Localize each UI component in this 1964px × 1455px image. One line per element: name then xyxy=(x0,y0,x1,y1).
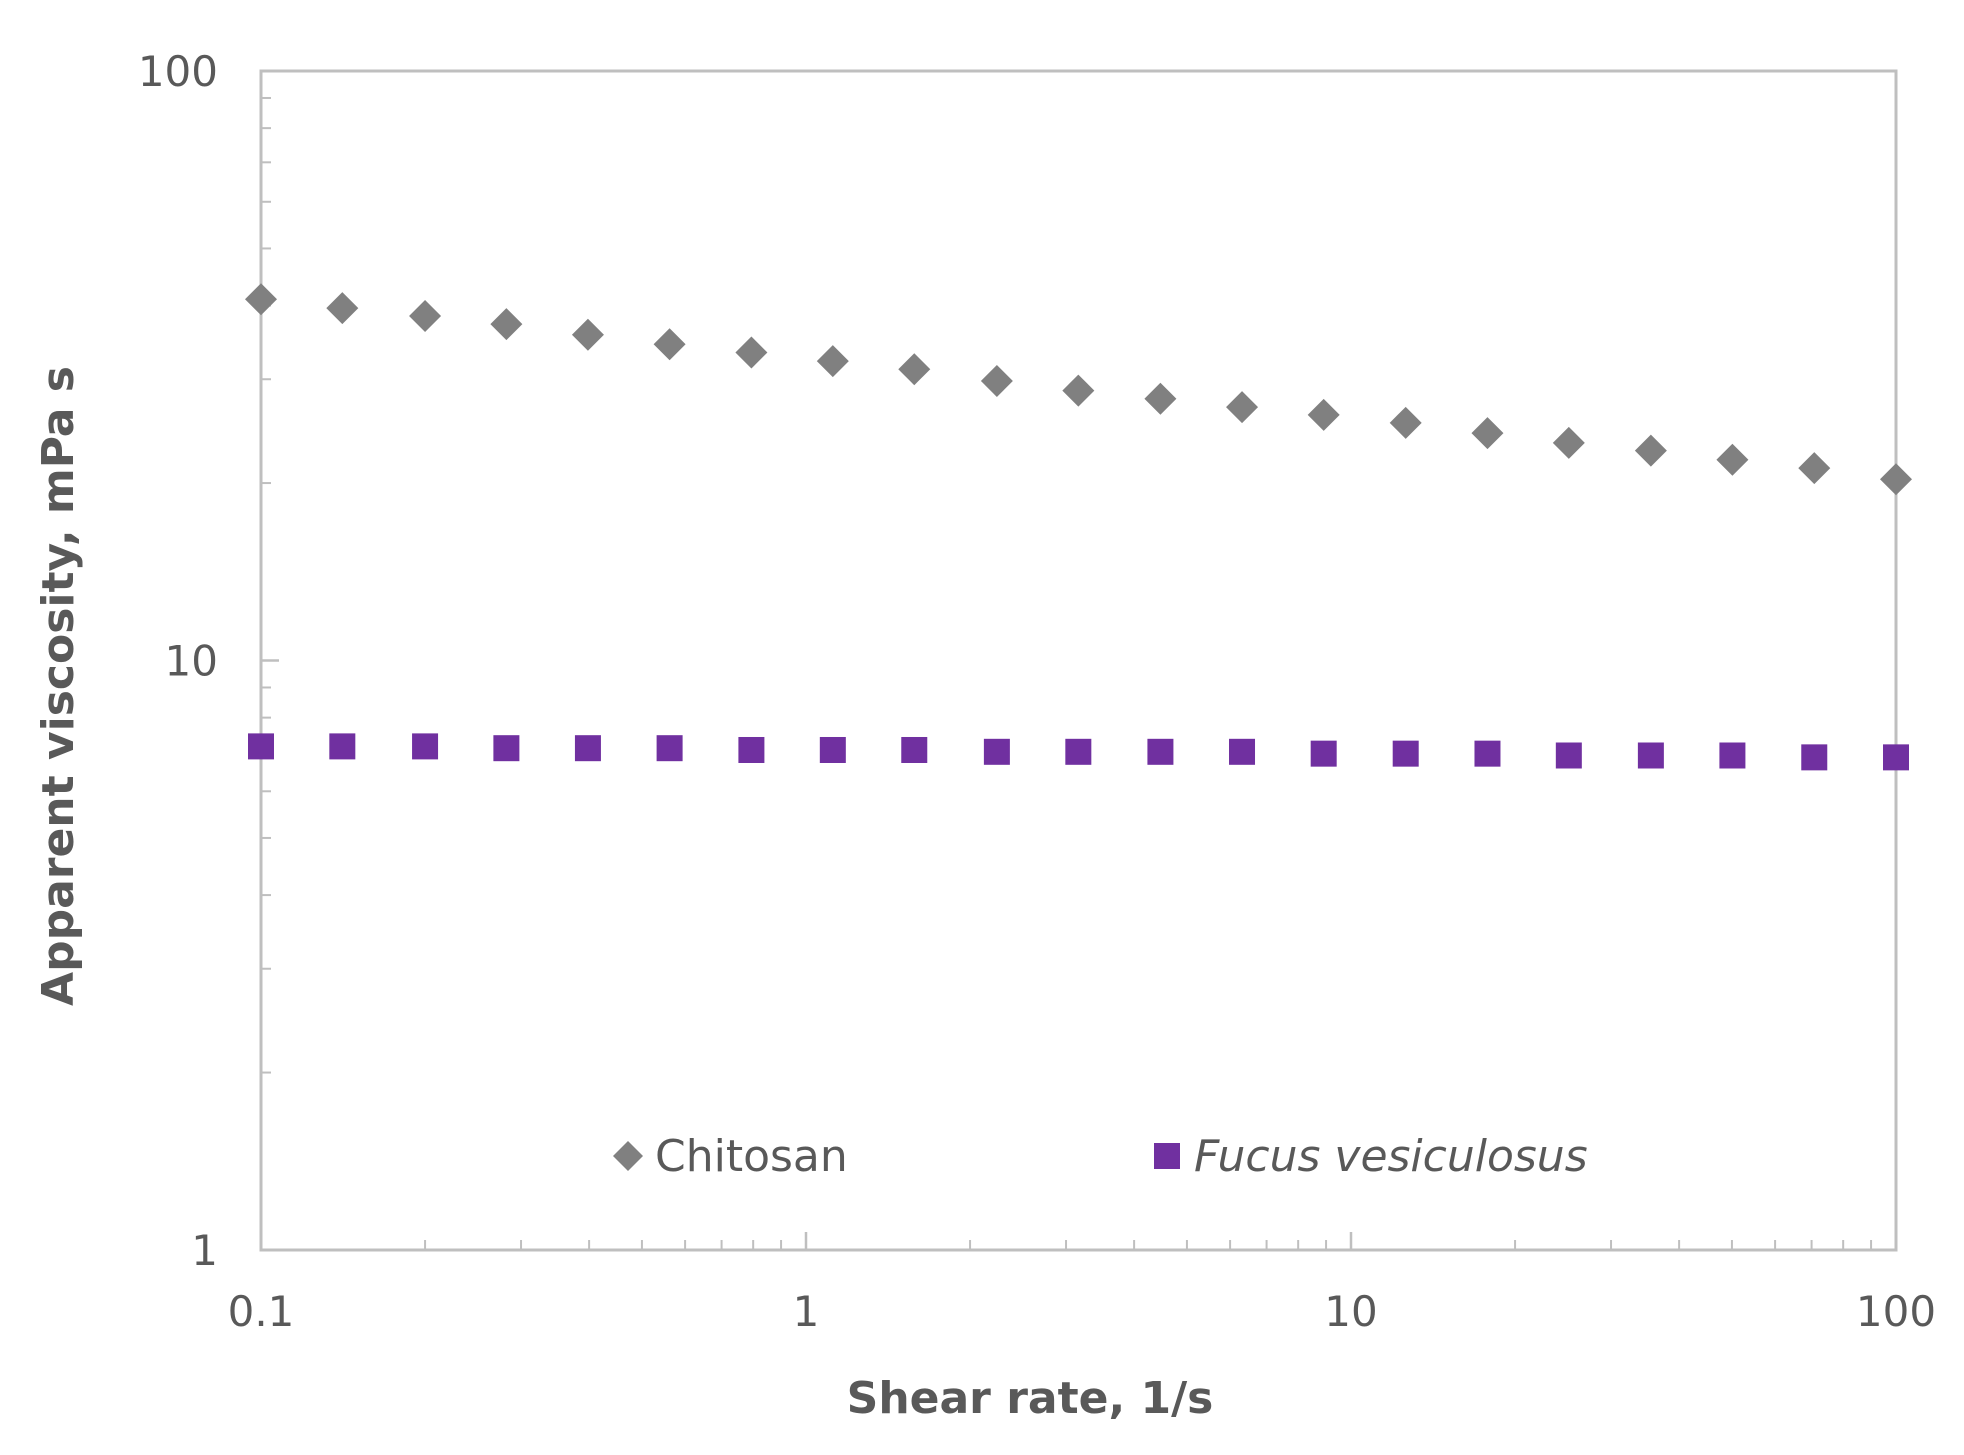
chitosan-point xyxy=(1798,452,1831,485)
legend-marker xyxy=(613,1141,643,1171)
chitosan-point xyxy=(1226,391,1259,424)
legend-marker xyxy=(1154,1143,1180,1169)
fucus-point xyxy=(901,736,928,763)
series-1 xyxy=(245,283,1912,496)
fucus-point xyxy=(1147,738,1174,765)
chitosan-point xyxy=(1716,443,1749,476)
chitosan-point xyxy=(816,345,849,378)
y-tick-label: 100 xyxy=(138,47,218,96)
chitosan-point xyxy=(571,318,604,351)
chitosan-point xyxy=(1880,463,1912,496)
chitosan-point xyxy=(1307,398,1340,431)
fucus-point xyxy=(1310,740,1337,767)
fucus-point xyxy=(1065,738,1092,765)
chitosan-point xyxy=(980,364,1013,397)
chitosan-point xyxy=(653,328,686,361)
chitosan-point xyxy=(1552,426,1585,459)
legend-entry: Chitosan xyxy=(613,1131,848,1182)
chitosan-point xyxy=(1144,382,1177,415)
legend-label: Fucus vesiculosus xyxy=(1194,1131,1588,1182)
chitosan-point xyxy=(326,292,359,325)
fucus-point xyxy=(1637,742,1664,769)
chitosan-point xyxy=(1471,417,1504,450)
legend-entry: Fucus vesiculosus xyxy=(1154,1131,1588,1182)
chitosan-point xyxy=(245,283,277,316)
y-tick-label: 1 xyxy=(191,1226,218,1275)
legend-label: Chitosan xyxy=(655,1131,848,1182)
data-points xyxy=(245,283,1912,771)
fucus-point xyxy=(1392,740,1419,767)
x-tick-label: 0.1 xyxy=(228,1287,295,1336)
chitosan-point xyxy=(898,353,931,386)
y-tick-label: 10 xyxy=(165,637,218,686)
chitosan-point xyxy=(1389,406,1422,439)
fucus-point xyxy=(983,738,1010,765)
fucus-point xyxy=(1474,740,1501,767)
fucus-point xyxy=(493,735,520,762)
fucus-point xyxy=(1229,738,1256,765)
x-axis-title: Shear rate, 1/s xyxy=(847,1373,1214,1424)
chitosan-point xyxy=(735,336,768,369)
fucus-point xyxy=(656,735,683,762)
fucus-point xyxy=(248,733,274,760)
fucus-point xyxy=(1801,744,1828,771)
y-axis-title: Apparent viscosity, mPa s xyxy=(33,366,84,1006)
chitosan-point xyxy=(1062,374,1095,407)
fucus-point xyxy=(738,736,765,763)
fucus-point xyxy=(1883,744,1909,771)
x-tick-label: 10 xyxy=(1324,1287,1377,1336)
plot-frame xyxy=(259,69,1898,1252)
plot-area xyxy=(259,69,1898,1252)
x-tick-label: 1 xyxy=(793,1287,820,1336)
chitosan-point xyxy=(1634,434,1667,467)
series-2 xyxy=(248,733,1909,771)
chitosan-point xyxy=(409,300,442,333)
fucus-point xyxy=(412,733,439,760)
fucus-point xyxy=(1719,742,1746,769)
x-tick-label: 100 xyxy=(1856,1287,1936,1336)
fucus-point xyxy=(574,735,601,762)
fucus-point xyxy=(819,736,846,763)
fucus-point xyxy=(329,733,356,760)
legend: Chitosan Fucus vesiculosus xyxy=(613,1131,1588,1182)
fucus-point xyxy=(1555,742,1582,769)
chitosan-point xyxy=(490,308,523,341)
